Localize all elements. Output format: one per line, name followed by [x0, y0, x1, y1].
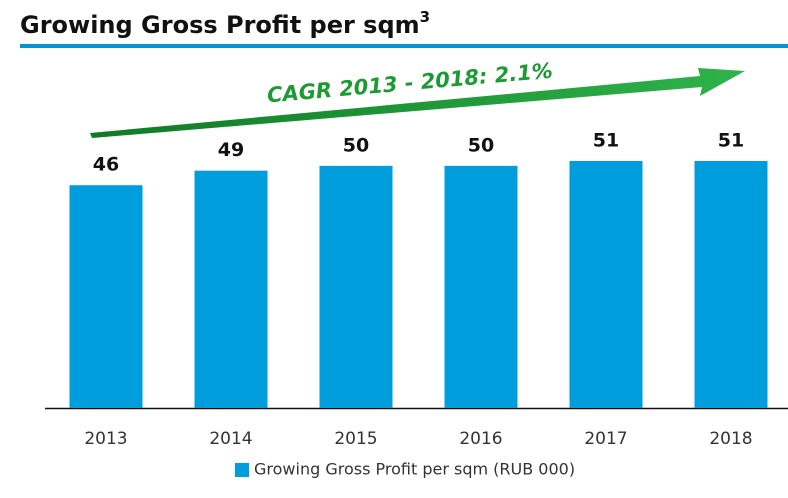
bar: [569, 161, 643, 408]
x-tick-label: 2018: [709, 429, 752, 449]
trend-arrow: [90, 68, 745, 138]
bar: [194, 170, 268, 408]
bar: [69, 185, 143, 408]
title-main: Growing Gross Profit per sqm: [20, 11, 420, 39]
title-superscript: 3: [420, 8, 430, 26]
x-tick-label: 2013: [84, 429, 127, 449]
value-label: 51: [718, 130, 744, 152]
value-label: 49: [218, 139, 244, 161]
value-label: 50: [343, 134, 369, 156]
value-label: 50: [468, 134, 494, 156]
value-label: 46: [93, 154, 119, 176]
x-tick-label: 2017: [584, 429, 627, 449]
chart-title: Growing Gross Profit per sqm3: [20, 8, 430, 40]
bar: [319, 165, 393, 408]
bar: [444, 165, 518, 408]
x-tick-label: 2015: [334, 429, 377, 449]
legend-swatch: [235, 463, 249, 477]
legend-label: Growing Gross Profit per sqm (RUB 000): [254, 460, 575, 479]
value-label: 51: [593, 130, 619, 152]
x-tick-label: 2016: [459, 429, 502, 449]
title-rule: [20, 44, 788, 48]
x-tick-label: 2014: [209, 429, 252, 449]
bar: [694, 161, 768, 408]
